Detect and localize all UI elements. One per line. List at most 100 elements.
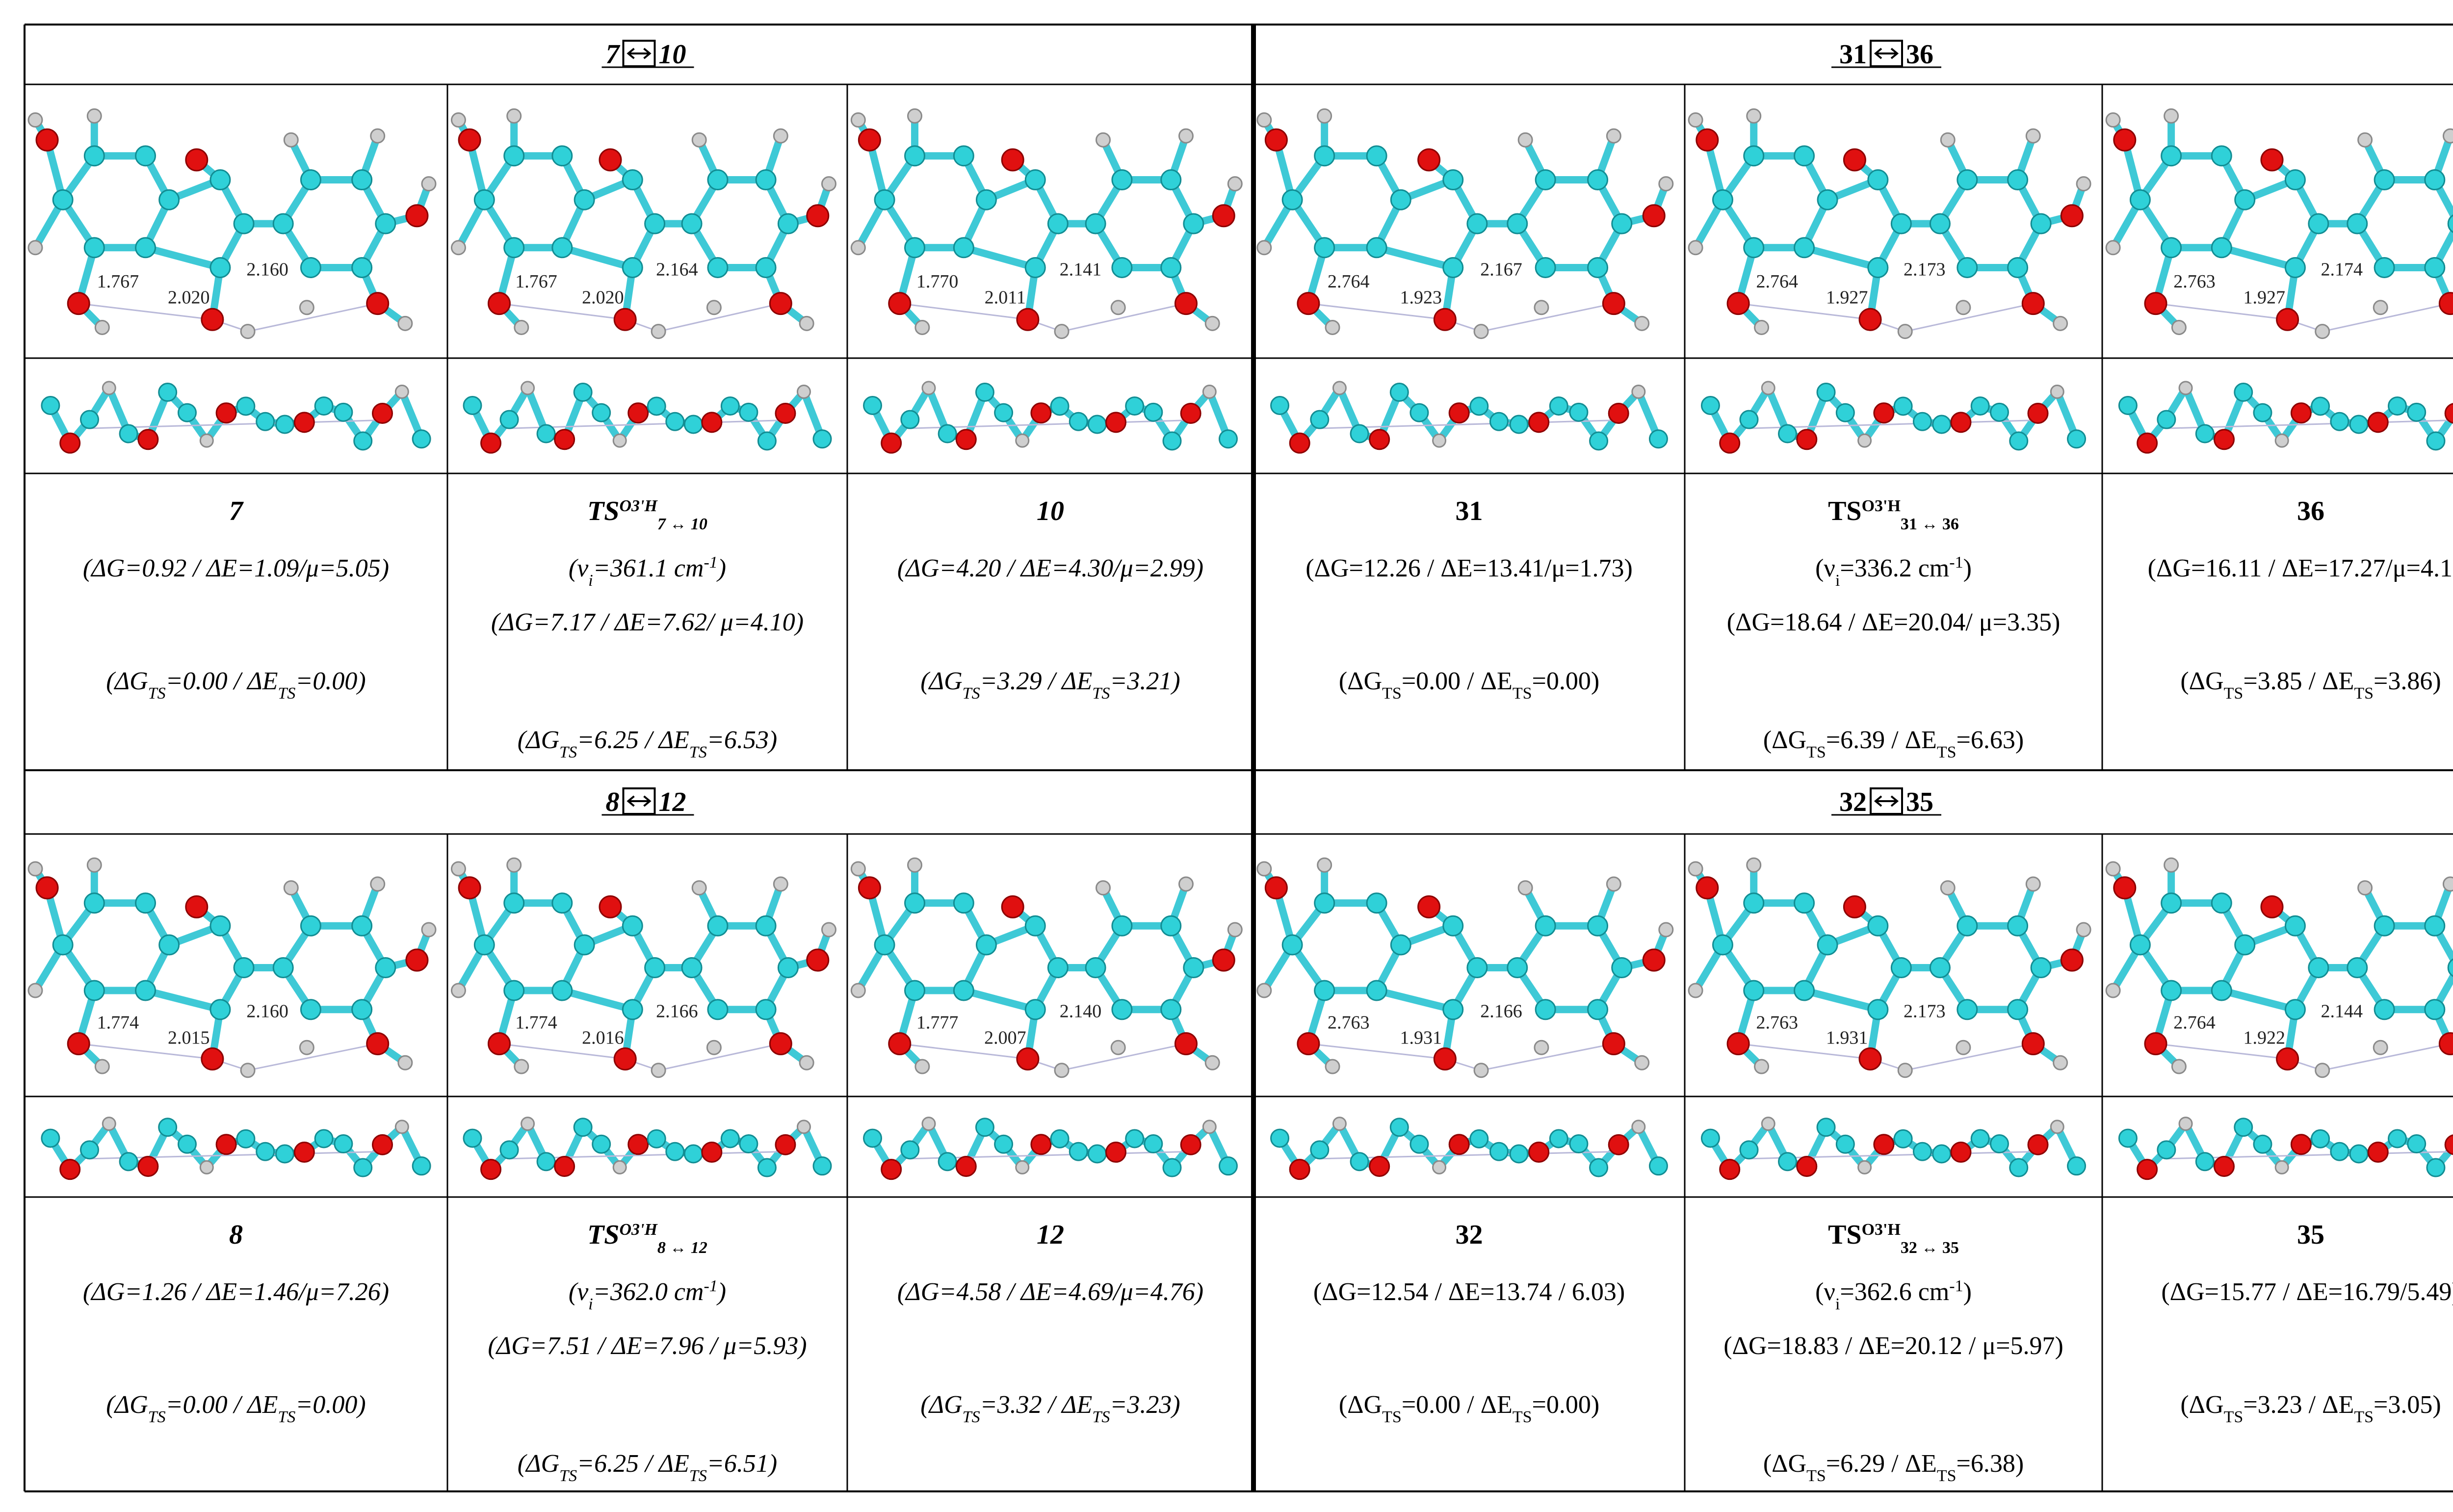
carbon-atom: [353, 431, 373, 451]
hydrogen-atom: [2442, 876, 2453, 892]
molecule-top-2-2: 1.777 2.007 2.140: [850, 857, 1243, 1078]
hydrogen-atom: [1634, 1055, 1650, 1070]
hydrogen-atom: [394, 384, 409, 399]
carbon-atom: [1535, 169, 1556, 191]
carbon-atom: [1085, 957, 1106, 978]
molecule-top-3-2: 2.764 1.922 2.144: [2105, 857, 2453, 1078]
carbon-atom: [683, 1144, 703, 1164]
carbon-atom: [1893, 396, 1913, 416]
carbon-atom: [1389, 1118, 1409, 1137]
oxygen-atom: [1843, 895, 1866, 918]
molecule-side-3-1: [1700, 1117, 2087, 1180]
hydrogen-atom: [914, 1059, 930, 1074]
ts-label: TSO3'H7 ↔ 10: [587, 496, 707, 533]
oxygen-atom: [1105, 412, 1127, 433]
carbon-atom: [874, 934, 895, 956]
carbon-atom: [1507, 957, 1528, 978]
carbon-atom: [351, 169, 373, 191]
carbon-atom: [1087, 1144, 1107, 1164]
oxygen-atom: [554, 429, 575, 450]
oxygen-atom: [1950, 412, 1972, 433]
carbon-atom: [2284, 169, 2306, 191]
ts-energy-line: (ΔGTS=0.00 / ΔETS=0.00): [106, 667, 365, 703]
energy-line-1: (νi=362.6 cm-1): [1815, 1277, 1972, 1313]
oxygen-atom: [1433, 1047, 1457, 1070]
oxygen-atom: [2113, 128, 2137, 152]
oxygen-atom: [59, 432, 81, 454]
carbon-atom: [334, 402, 353, 422]
carbon-atom: [1281, 189, 1303, 210]
carbon-atom: [953, 892, 974, 914]
carbon-atom: [1816, 1118, 1836, 1137]
energy-line-1: (νi=336.2 cm-1): [1815, 553, 1972, 590]
carbon-atom: [1466, 213, 1488, 235]
hydrogen-atom: [86, 108, 102, 124]
carbon-atom: [1281, 934, 1303, 956]
hydrogen-atom: [821, 922, 836, 938]
hydrogen-atom: [651, 324, 666, 339]
carbon-atom: [681, 213, 703, 235]
hydrogen-atom: [1688, 861, 1703, 877]
carbon-atom: [1778, 1152, 1798, 1172]
carbon-atom: [1085, 213, 1106, 235]
header-from-label: 7: [606, 39, 621, 70]
oxygen-atom: [775, 402, 796, 424]
hydrogen-atom: [1227, 922, 1243, 938]
oxygen-atom: [185, 895, 209, 918]
oxygen-atom: [480, 432, 502, 454]
hydrogen-atom: [94, 1059, 110, 1074]
carbon-atom: [2195, 424, 2215, 443]
carbon-atom: [2161, 980, 2182, 1001]
distance-label: 1.774: [97, 1013, 139, 1033]
hydrogen-atom: [450, 861, 466, 877]
carbon-atom: [2374, 257, 2395, 278]
hydrogen-atom: [1956, 300, 1971, 315]
oxygen-atom: [1001, 148, 1024, 172]
carbon-atom: [2407, 1134, 2427, 1154]
hydrogen-atom: [1754, 319, 1770, 335]
carbon-atom: [353, 1158, 373, 1177]
carbon-atom: [1712, 189, 1733, 210]
carbon-atom: [351, 999, 373, 1020]
carbon-atom: [2284, 257, 2306, 278]
ts-label: TSO3'H8 ↔ 12: [587, 1220, 707, 1257]
oxygen-atom: [1796, 1155, 1818, 1177]
hydrogen-atom: [796, 1120, 811, 1134]
carbon-atom: [1111, 257, 1133, 278]
carbon-atom: [1350, 424, 1369, 443]
carbon-atom: [209, 915, 231, 937]
carbon-atom: [503, 892, 525, 914]
carbon-atom: [1111, 999, 1133, 1020]
ts-energy-line: (ΔGTS=0.00 / ΔETS=0.00): [1339, 667, 1599, 703]
oxygen-atom: [488, 292, 511, 315]
oxygen-atom: [806, 204, 830, 228]
carbon-atom: [1957, 169, 1978, 191]
molecule-side-0-0: [41, 381, 431, 454]
carbon-atom: [1183, 957, 1204, 978]
hydrogen-atom: [1256, 861, 1272, 877]
hydrogen-atom: [907, 108, 923, 124]
molecule-top-0-2: 1.770 2.011 2.141: [850, 108, 1243, 339]
carbon-atom: [2387, 1129, 2407, 1148]
oxygen-atom: [2438, 292, 2453, 315]
hydrogen-atom: [1256, 112, 1272, 128]
molecule-top-0-0: 1.767 2.020 2.160: [27, 108, 437, 339]
header-to-label: 10: [659, 39, 686, 70]
carbon-atom: [2118, 396, 2138, 415]
carbon-atom: [1794, 980, 1815, 1001]
hydrogen-atom: [450, 240, 466, 256]
carbon-atom: [812, 429, 832, 449]
hydrogen-atom: [86, 857, 102, 873]
distance-label: 1.923: [1400, 287, 1442, 308]
energy-line-1: (ΔG=1.26 / ΔE=1.46/μ=7.26): [83, 1278, 389, 1306]
carbon-atom: [1648, 1156, 1668, 1176]
carbon-atom: [863, 1128, 883, 1148]
carbon-atom: [1125, 396, 1145, 416]
oxygen-atom: [2444, 1134, 2453, 1155]
carbon-atom: [1160, 169, 1182, 191]
carbon-atom: [2129, 934, 2151, 956]
carbon-atom: [1024, 915, 1046, 937]
carbon-atom: [1712, 934, 1733, 956]
oxygen-atom: [769, 1032, 792, 1055]
energy-line-1: (νi=361.1 cm-1): [569, 553, 726, 590]
